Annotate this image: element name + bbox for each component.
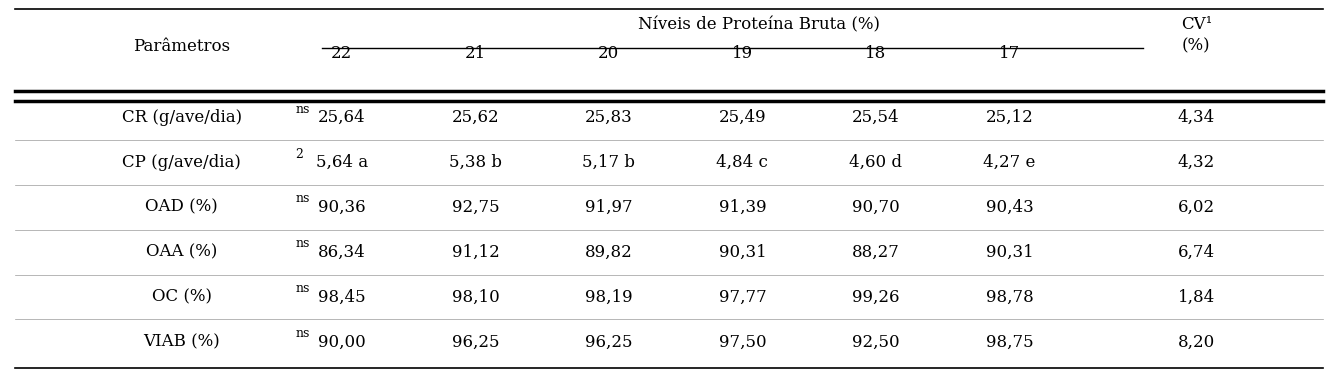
Text: 4,84 c: 4,84 c (717, 154, 768, 171)
Text: 20: 20 (598, 45, 619, 62)
Text: 6,74: 6,74 (1177, 244, 1215, 261)
Text: 22: 22 (332, 45, 352, 62)
Text: 97,77: 97,77 (719, 288, 767, 305)
Text: 90,43: 90,43 (986, 199, 1033, 216)
Text: OAA (%): OAA (%) (146, 244, 217, 261)
Text: 92,50: 92,50 (852, 333, 899, 351)
Text: VIAB (%): VIAB (%) (143, 333, 219, 351)
Text: 5,38 b: 5,38 b (448, 154, 502, 171)
Text: (%): (%) (1181, 38, 1211, 55)
Text: ns: ns (296, 282, 309, 295)
Text: 17: 17 (999, 45, 1020, 62)
Text: 90,00: 90,00 (318, 333, 365, 351)
Text: 90,36: 90,36 (318, 199, 365, 216)
Text: CR (g/ave/dia): CR (g/ave/dia) (122, 109, 242, 126)
Text: 91,39: 91,39 (719, 199, 767, 216)
Text: 90,31: 90,31 (986, 244, 1033, 261)
Text: 86,34: 86,34 (318, 244, 365, 261)
Text: ns: ns (296, 193, 309, 205)
Text: 98,19: 98,19 (585, 288, 633, 305)
Text: 21: 21 (464, 45, 486, 62)
Text: OC (%): OC (%) (151, 288, 211, 305)
Text: ns: ns (296, 238, 309, 250)
Text: 91,12: 91,12 (451, 244, 499, 261)
Text: 6,02: 6,02 (1177, 199, 1215, 216)
Text: 96,25: 96,25 (452, 333, 499, 351)
Text: Parâmetros: Parâmetros (132, 38, 230, 55)
Text: 98,75: 98,75 (986, 333, 1033, 351)
Text: 4,34: 4,34 (1177, 109, 1215, 126)
Text: 2: 2 (296, 147, 302, 161)
Text: OAD (%): OAD (%) (146, 199, 218, 216)
Text: 98,45: 98,45 (318, 288, 365, 305)
Text: 5,17 b: 5,17 b (582, 154, 636, 171)
Text: 4,60 d: 4,60 d (850, 154, 902, 171)
Text: 90,70: 90,70 (852, 199, 900, 216)
Text: ns: ns (296, 327, 309, 340)
Text: 97,50: 97,50 (719, 333, 767, 351)
Text: Níveis de Proteína Bruta (%): Níveis de Proteína Bruta (%) (638, 16, 880, 33)
Text: 25,49: 25,49 (719, 109, 767, 126)
Text: 92,75: 92,75 (452, 199, 499, 216)
Text: 88,27: 88,27 (852, 244, 900, 261)
Text: 90,31: 90,31 (719, 244, 767, 261)
Text: 98,78: 98,78 (986, 288, 1033, 305)
Text: CP (g/ave/dia): CP (g/ave/dia) (122, 154, 241, 171)
Text: 91,97: 91,97 (585, 199, 633, 216)
Text: 8,20: 8,20 (1177, 333, 1215, 351)
Text: 1,84: 1,84 (1177, 288, 1215, 305)
Text: 98,10: 98,10 (451, 288, 499, 305)
Text: 25,62: 25,62 (452, 109, 499, 126)
Text: 5,64 a: 5,64 a (316, 154, 368, 171)
Text: CV¹: CV¹ (1181, 16, 1212, 33)
Text: 25,54: 25,54 (852, 109, 899, 126)
Text: 25,12: 25,12 (986, 109, 1033, 126)
Text: 18: 18 (866, 45, 887, 62)
Text: 25,83: 25,83 (585, 109, 633, 126)
Text: 99,26: 99,26 (852, 288, 899, 305)
Text: 96,25: 96,25 (585, 333, 633, 351)
Text: 4,27 e: 4,27 e (983, 154, 1036, 171)
Text: 4,32: 4,32 (1177, 154, 1215, 171)
Text: 19: 19 (732, 45, 753, 62)
Text: 25,64: 25,64 (318, 109, 365, 126)
Text: 89,82: 89,82 (585, 244, 633, 261)
Text: ns: ns (296, 103, 309, 116)
